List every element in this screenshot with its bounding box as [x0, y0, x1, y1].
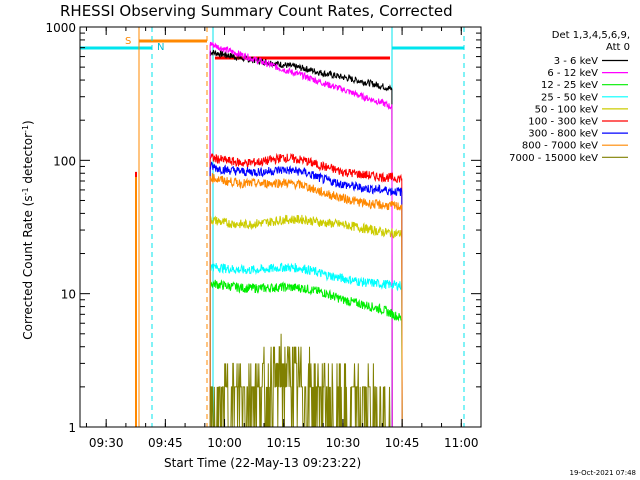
- plot-frame: [79, 26, 482, 428]
- series-line-50-100-kev: [209, 214, 403, 428]
- x-tick-label: 10:45: [385, 436, 420, 450]
- series-line-6-12-kev: [209, 41, 393, 428]
- x-tick-label: 09:30: [89, 436, 124, 450]
- x-tick-label: 10:00: [207, 436, 242, 450]
- x-tick-label: 11:00: [444, 436, 479, 450]
- series-line-12-25-kev: [209, 278, 403, 428]
- legend-header-2: Att 0: [606, 42, 630, 53]
- series-line-100-300-kev: [209, 152, 403, 428]
- legend-label: 100 - 300 keV: [528, 117, 598, 128]
- legend-label: 25 - 50 keV: [541, 92, 598, 103]
- y-axis-title-sup2: -1: [21, 125, 30, 133]
- legend-label: 7000 - 15000 keV: [509, 153, 598, 164]
- y-tick-label: 1: [68, 421, 76, 435]
- y-axis-title-main: Corrected Count Rate (s: [21, 195, 35, 339]
- chart-title: RHESSI Observing Summary Count Rates, Co…: [60, 2, 453, 20]
- series-layer: [135, 41, 403, 428]
- series-line-3-6-kev: [209, 49, 393, 428]
- legend-label: 300 - 800 keV: [528, 129, 598, 140]
- axis-ticks: 09:30 09:45 10:00 10:15 10:30 10:45 11:00 1 10 10…: [45, 21, 482, 450]
- legend-label: 50 - 100 keV: [535, 104, 599, 115]
- legend-header-1: Det 1,3,4,5,6,9,: [552, 30, 630, 41]
- footer-timestamp: 19-Oct-2021 07:48: [570, 469, 636, 477]
- saa-label: S: [125, 36, 131, 47]
- x-tick-label: 09:45: [148, 436, 183, 450]
- series-line-800-7000-kev: [209, 173, 403, 428]
- y-axis-title-mid: detector: [21, 133, 35, 188]
- series-line-300-800-kev: [209, 161, 403, 428]
- y-axis-title-sup1: -1: [21, 187, 30, 195]
- legend-label: 800 - 7000 keV: [522, 141, 598, 152]
- y-tick-label: 1000: [45, 21, 76, 35]
- night-label: N: [157, 42, 164, 53]
- legend-label: 12 - 25 keV: [541, 80, 598, 91]
- series-line-25-50-kev: [209, 262, 403, 428]
- legend-label: 3 - 6 keV: [554, 56, 598, 67]
- y-tick-label: 10: [61, 288, 76, 302]
- y-axis-title: Corrected Count Rate (s-1 detector-1): [21, 120, 36, 339]
- y-axis-title-end: ): [21, 120, 35, 125]
- series-line-7000-15000-kev: [209, 333, 391, 428]
- legend-label: 6 - 12 keV: [547, 68, 598, 79]
- x-tick-label: 10:30: [326, 436, 361, 450]
- overlay-layer: SN: [80, 27, 465, 427]
- x-tick-label: 10:15: [266, 436, 301, 450]
- y-tick-label: 100: [53, 154, 76, 168]
- x-axis-title: Start Time (22-May-13 09:23:22): [164, 456, 361, 470]
